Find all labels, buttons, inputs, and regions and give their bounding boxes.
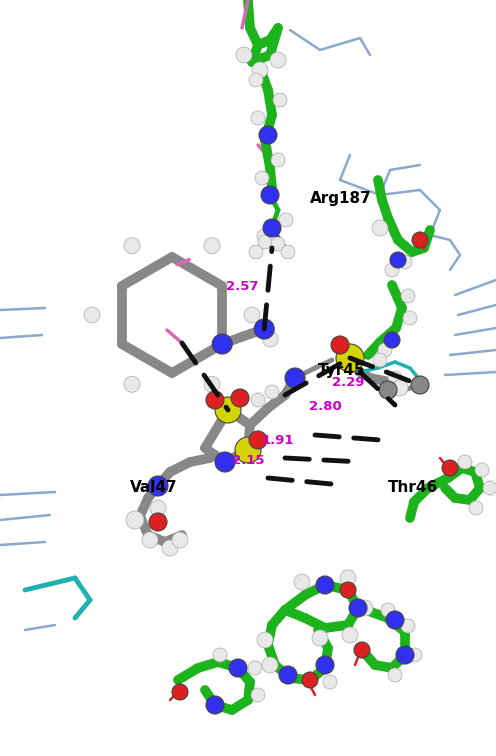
Text: Val47: Val47 [130,481,178,495]
Circle shape [126,511,144,529]
Circle shape [251,688,265,702]
Text: 2.15: 2.15 [232,454,264,466]
Circle shape [251,111,265,125]
Circle shape [388,371,402,385]
Circle shape [271,153,285,167]
Circle shape [212,334,232,354]
Circle shape [251,393,265,407]
Circle shape [124,237,140,254]
Circle shape [257,229,271,243]
Circle shape [312,630,328,646]
Circle shape [172,684,188,700]
Circle shape [401,289,415,303]
Circle shape [258,235,272,249]
Circle shape [458,455,472,469]
Circle shape [262,331,278,347]
Circle shape [349,599,367,617]
Circle shape [229,659,247,677]
Circle shape [483,481,496,495]
Circle shape [285,368,305,388]
Circle shape [378,343,392,357]
Circle shape [384,332,400,348]
Circle shape [401,619,415,633]
Circle shape [259,126,277,144]
Circle shape [373,353,387,367]
Circle shape [281,245,295,259]
Circle shape [204,237,220,254]
Circle shape [204,376,220,392]
Circle shape [148,476,168,496]
Circle shape [372,220,388,236]
Circle shape [273,93,287,107]
Circle shape [340,570,356,586]
Circle shape [249,431,267,449]
Circle shape [215,397,241,423]
Circle shape [302,672,318,688]
Circle shape [213,648,227,662]
Circle shape [235,437,261,463]
Circle shape [316,656,334,674]
Circle shape [270,52,286,68]
Circle shape [403,311,417,325]
Text: 2.80: 2.80 [309,399,341,413]
Circle shape [255,171,269,185]
Circle shape [396,646,414,664]
Circle shape [172,532,188,548]
Circle shape [206,391,224,409]
Circle shape [475,463,489,477]
Circle shape [381,603,395,617]
Text: 2.29: 2.29 [332,376,364,389]
Circle shape [252,62,268,78]
Circle shape [84,307,100,323]
Circle shape [323,675,337,689]
Circle shape [392,380,408,396]
Circle shape [162,540,178,556]
Circle shape [412,232,428,248]
Text: Thr46: Thr46 [388,481,438,495]
Circle shape [316,576,334,594]
Circle shape [340,582,356,598]
Circle shape [142,532,158,548]
Circle shape [249,73,263,87]
Circle shape [265,385,279,399]
Text: 1.91: 1.91 [262,433,294,447]
Circle shape [236,47,252,63]
Circle shape [124,376,140,392]
Circle shape [294,574,310,590]
Circle shape [249,245,263,259]
Circle shape [336,344,364,372]
Circle shape [469,501,483,515]
Circle shape [386,611,404,629]
Circle shape [379,381,397,399]
Circle shape [398,255,412,269]
Circle shape [248,661,262,675]
Circle shape [215,452,235,472]
Circle shape [271,237,285,251]
Circle shape [408,648,422,662]
Circle shape [254,319,274,339]
Circle shape [262,657,278,673]
Circle shape [231,389,249,407]
Circle shape [149,513,167,531]
Text: Arg187: Arg187 [310,191,372,206]
Circle shape [263,219,281,237]
Circle shape [150,500,166,516]
Circle shape [354,642,370,658]
Circle shape [385,263,399,277]
Circle shape [261,186,279,204]
Circle shape [411,376,429,394]
Circle shape [279,213,293,227]
Circle shape [257,632,273,648]
Text: 2.57: 2.57 [226,280,258,293]
Circle shape [279,666,297,684]
Circle shape [206,696,224,714]
Circle shape [390,252,406,268]
Circle shape [357,600,373,616]
Circle shape [331,336,349,354]
Text: Tyr45: Tyr45 [318,362,366,377]
Circle shape [342,627,358,643]
Circle shape [244,307,260,323]
Circle shape [442,460,458,476]
Circle shape [388,668,402,682]
